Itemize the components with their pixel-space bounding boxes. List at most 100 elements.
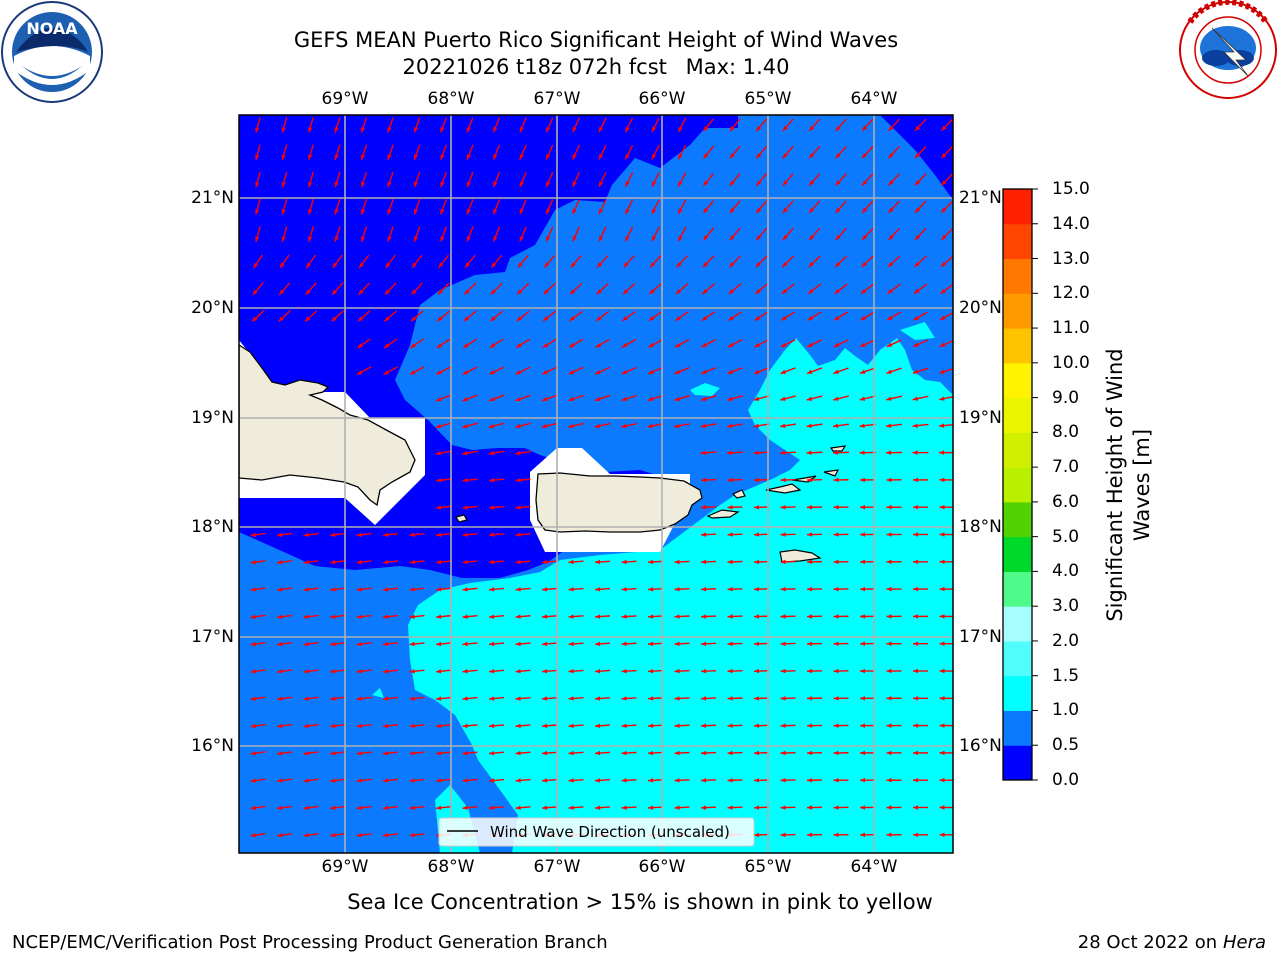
wave-arrow-head [464,289,470,295]
wave-arrow-head [754,778,760,783]
wave-arrow-head [516,316,522,322]
wave-arrow-head [303,641,309,647]
noaa-logo-text: NOAA [26,19,78,38]
wave-arrow-head [358,289,364,295]
wave-arrow-head [303,696,309,701]
wave-arrow-head [515,396,521,402]
wave-arrow-head [703,180,709,186]
wave-arrow-head [255,154,260,161]
colorbar-tick-label: 14.0 [1052,213,1090,234]
wave-arrow-head [332,289,338,295]
colorbar-tick-label: 7.0 [1052,457,1080,478]
wave-arrow-head [542,805,548,810]
wave-arrow-head [649,289,655,295]
wave-arrow-head [303,559,309,565]
colorbar-swatch [1003,467,1032,503]
wave-arrow-head [941,207,947,213]
wave-arrow-head [568,559,574,565]
wave-arrow-head [542,559,548,565]
wave-arrow-head [886,532,892,537]
wave-arrow-head [542,370,548,375]
lat-label-left-20n: 20°N [191,298,234,318]
wave-arrow-head [886,505,892,510]
wave-arrow-head [782,153,788,159]
wave-arrow-head [572,208,577,215]
wave-arrow-head [833,423,839,428]
wave-arrow-head [727,668,733,674]
wave-arrow-head [702,289,708,294]
wave-arrow-head [621,423,627,429]
wave-arrow-head [651,126,657,133]
colorbar-swatch [1003,189,1032,225]
wave-arrow-head [360,127,366,133]
wave-arrow-head [912,450,918,455]
wave-arrow-head [542,587,548,592]
lat-label-right-16n: 16°N [959,736,1002,756]
wave-arrow-head [410,316,417,322]
wave-arrow-head [913,778,919,783]
wave-arrow-head [833,750,839,756]
wave-arrow-head [886,778,892,783]
wave-arrow-head [517,262,523,268]
wave-arrow-head [807,614,813,619]
wave-arrow-head [753,396,760,401]
wave-arrow-head [941,234,947,240]
wave-arrow-head [623,262,629,268]
lat-label-right-20n: 20°N [959,298,1002,318]
wave-arrow-head [939,396,945,401]
wave-arrow-head [727,477,733,483]
wave-arrow-head [462,696,468,701]
wave-arrow-head [859,450,865,455]
wave-arrow-head [860,477,866,483]
wave-arrow-head [647,396,654,402]
wave-arrow-head [727,750,733,756]
wave-arrow-head [807,696,813,701]
wave-arrow-head [913,586,919,592]
wave-arrow-head [727,614,733,619]
wave-arrow-head [729,262,735,268]
wave-arrow-head [489,477,495,483]
wave-arrow-head [409,370,416,375]
wave-arrow-head [409,778,415,783]
wave-arrow-head [493,181,498,187]
wave-arrow-head [833,505,839,510]
contour-0.0-0.5-ne [880,115,953,200]
wave-arrow-head [519,208,524,215]
wave-arrow-head [409,532,415,537]
wave-arrow-head [913,641,919,646]
wave-arrow-head [332,262,338,268]
wave-arrow-head [409,832,415,838]
wave-arrow-head [440,127,445,133]
wave-arrow-head [860,505,866,510]
wave-arrow-head [330,832,336,838]
wave-arrow-head [675,316,681,321]
wave-arrow-head [780,396,786,401]
wave-arrow-head [886,450,892,455]
wave-arrow-head [780,532,786,537]
wave-arrow-head [515,559,521,565]
wave-arrow-head [279,262,285,269]
wave-arrow-head [648,641,654,647]
wave-arrow-head [756,125,762,132]
wave-arrow-head [860,586,866,592]
colorbar-tick-label: 5.0 [1052,526,1080,547]
wave-arrow-head [807,505,813,510]
wave-arrow-head [806,396,813,401]
wave-arrow-head [277,587,283,592]
wave-arrow-head [306,262,312,268]
wave-arrow-head [277,614,283,619]
wave-arrow-head [356,751,362,756]
colorbar-tick-label: 0.5 [1052,735,1080,756]
wave-arrow-head [281,127,286,133]
wave-arrow-head [436,505,442,510]
wave-arrow-head [674,723,680,728]
wave-arrow-head [489,750,495,756]
wave-arrow-head [515,477,521,483]
wave-arrow-head [860,614,866,619]
wave-arrow-head [440,181,445,188]
wave-arrow-head [780,614,786,619]
wave-arrow-head [780,477,786,483]
land-puerto-rico [535,472,703,533]
wave-arrow-head [356,778,362,783]
wave-arrow-head [385,262,391,268]
